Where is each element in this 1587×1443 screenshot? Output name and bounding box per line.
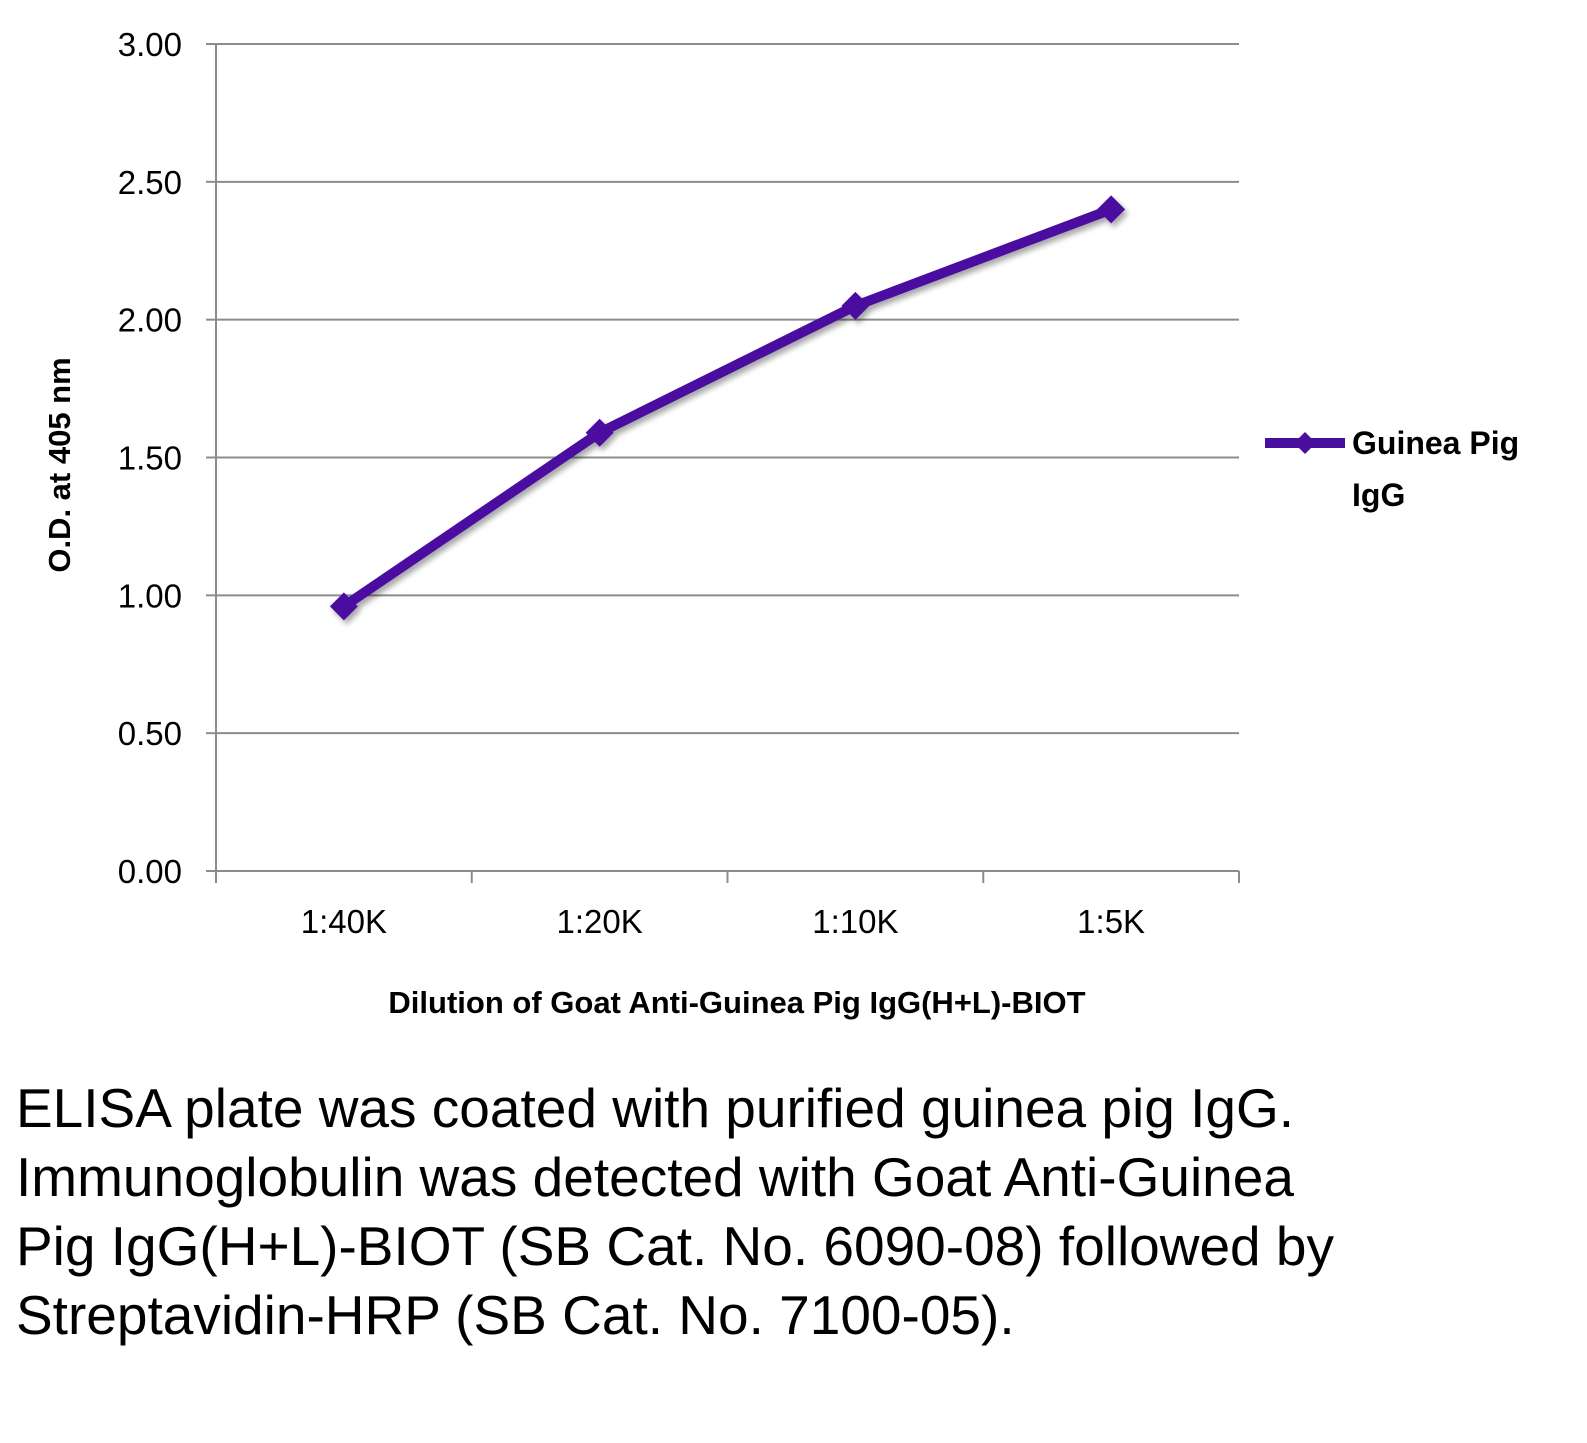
figure-caption: ELISA plate was coated with purified gui… xyxy=(16,1077,1335,1346)
legend-label-line-2: IgG xyxy=(1352,477,1405,513)
y-tick-label: 3.00 xyxy=(118,26,182,63)
y-axis-title: O.D. at 405 nm xyxy=(42,357,77,572)
legend-marker-swatch xyxy=(1294,432,1316,454)
x-tick-label: 1:10K xyxy=(812,903,898,940)
y-tick-label: 1.50 xyxy=(118,440,182,477)
series-layer xyxy=(329,195,1126,621)
x-tick-label: 1:40K xyxy=(301,903,387,940)
data-point-marker xyxy=(329,592,358,621)
y-tick-labels: 0.00 0.50 1.00 1.50 2.00 2.50 3.00 xyxy=(118,26,182,890)
legend-label-line-1: Guinea Pig xyxy=(1352,425,1519,461)
y-tick-label: 2.00 xyxy=(118,302,182,339)
legend: Guinea Pig IgG xyxy=(1265,425,1528,513)
x-tick-label: 1:5K xyxy=(1077,903,1145,940)
y-tick-label: 1.00 xyxy=(118,577,182,614)
data-point-marker xyxy=(585,418,614,447)
x-tick-labels: 1:40K 1:20K 1:10K 1:5K xyxy=(301,903,1145,940)
axes xyxy=(206,43,1240,883)
y-tick-label: 0.00 xyxy=(118,853,182,890)
x-axis-title: Dilution of Goat Anti-Guinea Pig IgG(H+L… xyxy=(388,985,1085,1020)
data-point-marker xyxy=(841,291,870,320)
y-tick-label: 2.50 xyxy=(118,164,182,201)
line-chart: 0.000.501.001.502.002.503.00 1:40K 1:20K 1… xyxy=(42,26,1528,1020)
gridlines xyxy=(216,43,1239,735)
x-tick-label: 1:20K xyxy=(557,903,643,940)
series-line xyxy=(338,204,1117,612)
legend-label: Guinea Pig IgG xyxy=(1352,425,1528,513)
y-tick-label: 0.50 xyxy=(118,715,182,752)
data-point-marker xyxy=(1097,195,1126,224)
